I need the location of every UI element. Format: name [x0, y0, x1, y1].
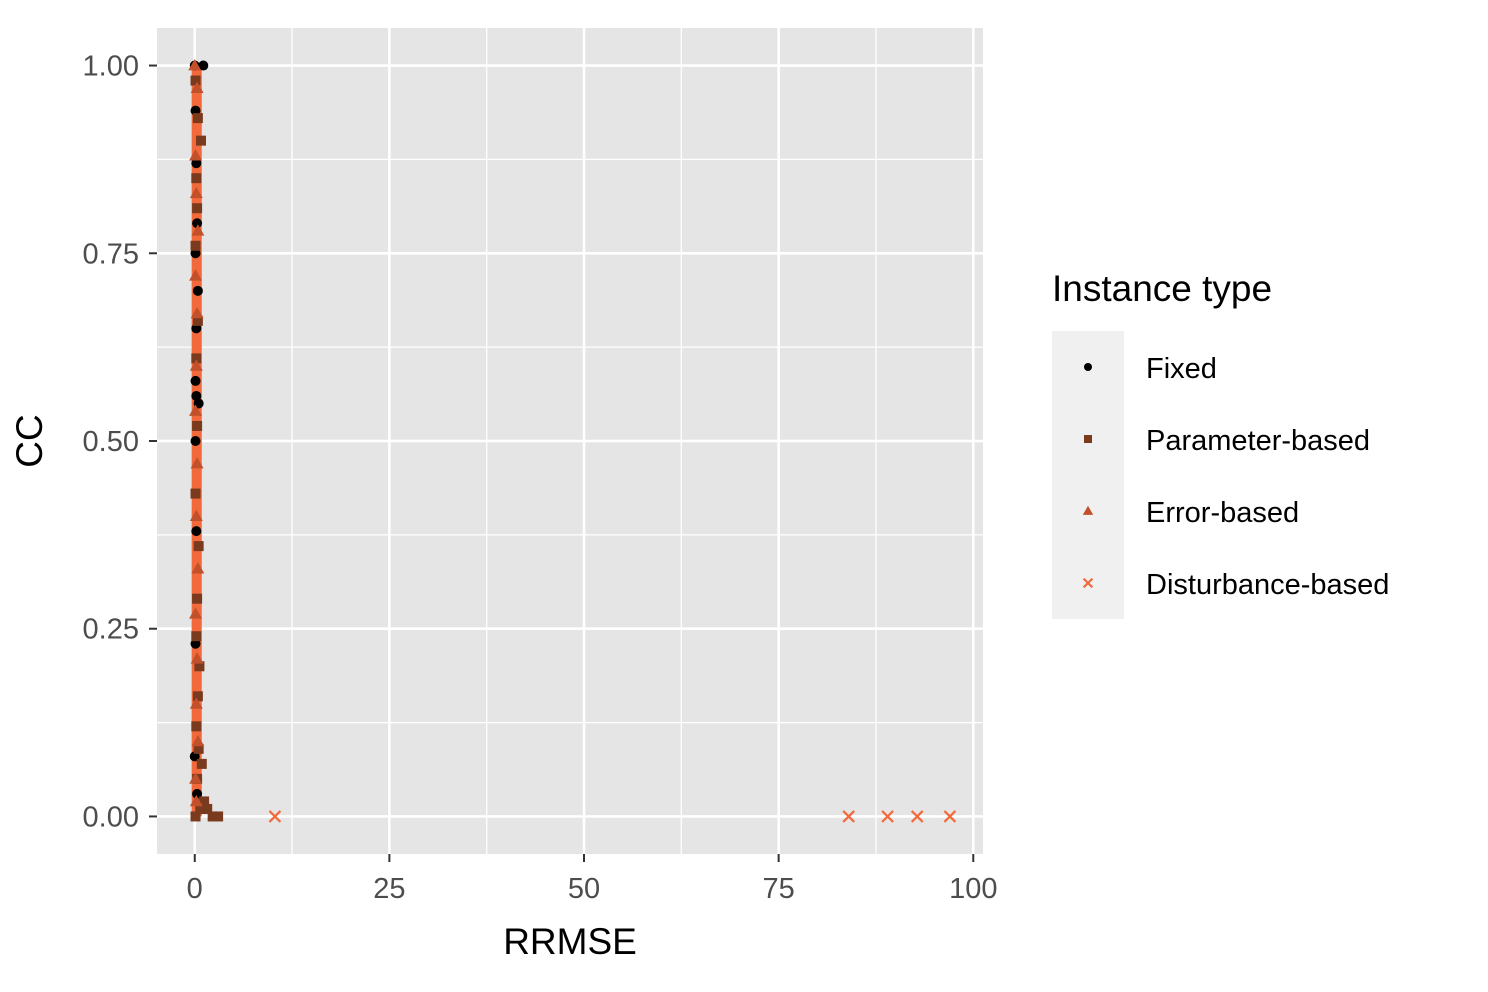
- parameter-based-point: [193, 541, 204, 552]
- error-based-point: [189, 269, 203, 281]
- disturbance-based-point: [910, 810, 924, 823]
- y-tick-label: 1.00: [83, 51, 139, 83]
- parameter-based-point: [192, 203, 203, 214]
- parameter-based-point: [192, 420, 203, 431]
- x-tick-label: 50: [568, 873, 600, 905]
- parameter-based-point: [199, 796, 210, 807]
- disturbance-based-point: [943, 810, 957, 823]
- fixed-point: [198, 60, 209, 71]
- parameter-based-point: [195, 135, 206, 146]
- fixed-point: [190, 248, 201, 259]
- x-tick-label: 25: [373, 873, 405, 905]
- fixed-point: [191, 390, 202, 401]
- fixed-point: [190, 375, 201, 386]
- parameter-based-point: [192, 315, 203, 326]
- legend-label-fixed: Fixed: [1146, 353, 1217, 385]
- y-axis-title: CC: [9, 414, 50, 467]
- data-points: [188, 59, 957, 823]
- error-based-point: [189, 404, 203, 416]
- y-tick-label: 0.25: [83, 614, 139, 646]
- legend-key-disturbance-based: [1082, 577, 1094, 589]
- error-based-point: [191, 734, 205, 747]
- parameter-based-point: [202, 803, 213, 814]
- legend-key-error-based: [1082, 505, 1094, 515]
- parameter-based-point: [213, 811, 224, 822]
- legend-key-parameter-based: [1084, 435, 1092, 443]
- parameter-based-point: [190, 75, 201, 86]
- error-based-point: [189, 359, 203, 371]
- error-based-point: [190, 652, 204, 664]
- error-based-point: [191, 224, 205, 236]
- x-tick-label: 75: [763, 873, 795, 905]
- legend-label-disturbance-based: Disturbance-based: [1146, 569, 1389, 601]
- fixed-point: [189, 751, 200, 762]
- parameter-based-point: [193, 743, 204, 754]
- parameter-based-point: [192, 593, 203, 604]
- parameter-based-point: [194, 661, 205, 672]
- parameter-based-point: [191, 721, 202, 732]
- parameter-based-point: [190, 811, 201, 822]
- fixed-point: [191, 158, 202, 169]
- legend-title: Instance type: [1052, 268, 1272, 309]
- y-tick-label: 0.00: [83, 801, 139, 833]
- error-based-point: [190, 81, 204, 93]
- parameter-based-point: [192, 113, 203, 124]
- fixed-point: [191, 323, 202, 334]
- fixed-point: [192, 285, 203, 296]
- error-based-point: [189, 149, 203, 161]
- legend-items: Fixed Parameter-based Error-based Disturban…: [1082, 353, 1389, 601]
- fixed-point: [190, 436, 201, 446]
- parameter-based-point: [196, 758, 207, 769]
- legend-label-error-based: Error-based: [1146, 497, 1299, 529]
- parameter-based-point: [191, 353, 202, 364]
- legend: Instance type Fixed Parameter-based Error-…: [1052, 268, 1389, 619]
- error-based-point: [189, 772, 203, 784]
- disturbance-based-point: [268, 810, 282, 823]
- parameter-based-point: [195, 803, 206, 814]
- error-based-point: [189, 697, 203, 709]
- y-tick-label: 0.75: [83, 238, 139, 270]
- x-tick-label: 0: [187, 873, 203, 905]
- y-tick-label: 0.50: [83, 426, 139, 458]
- error-based-point: [190, 457, 204, 469]
- error-based-point: [190, 306, 204, 319]
- error-based-point: [189, 794, 203, 807]
- fixed-point: [191, 526, 202, 537]
- x-tick-label: 100: [949, 873, 997, 905]
- error-based-point: [189, 509, 203, 521]
- parameter-based-point: [192, 691, 203, 702]
- parameter-based-point: [191, 631, 202, 642]
- y-axis: 0.00 0.25 0.50 0.75 1.00: [83, 51, 157, 833]
- legend-key-fixed: [1084, 363, 1092, 371]
- fixed-point: [192, 218, 203, 229]
- disturbance-based-point: [842, 810, 855, 823]
- error-based-point: [188, 59, 202, 71]
- error-based-point: [189, 186, 203, 199]
- parameter-based-point: [190, 240, 201, 251]
- fixed-point: [190, 638, 201, 649]
- parameter-based-point: [190, 488, 201, 499]
- x-axis: 0 25 50 75 100: [187, 854, 997, 905]
- fixed-point: [190, 105, 201, 116]
- legend-label-parameter-based: Parameter-based: [1146, 425, 1370, 457]
- legend-key-background: [1052, 331, 1124, 619]
- parameter-based-point: [207, 811, 218, 822]
- error-based-point: [191, 562, 205, 574]
- parameter-based-point: [191, 173, 202, 184]
- disturbance-based-point: [881, 810, 894, 823]
- error-based-point: [189, 607, 203, 619]
- x-axis-title: RRMSE: [503, 921, 637, 962]
- fixed-point: [192, 788, 203, 799]
